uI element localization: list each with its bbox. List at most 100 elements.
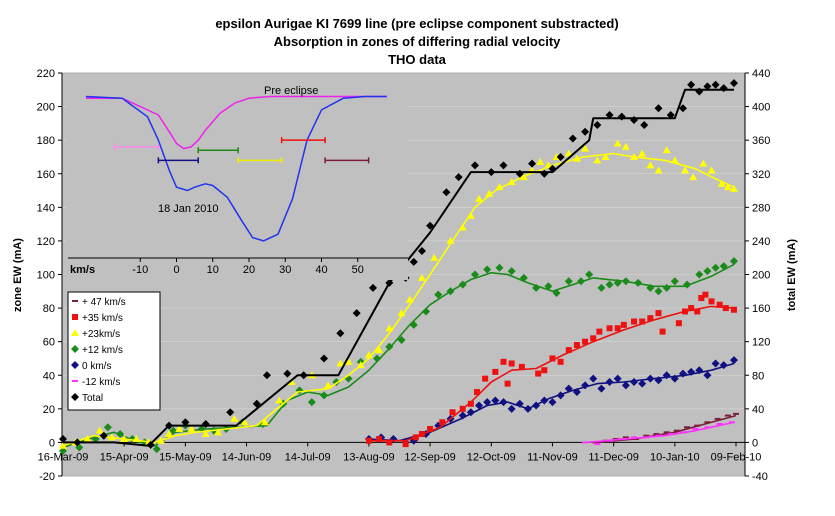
y-tick-label: 160 (37, 169, 55, 181)
data-point (107, 433, 116, 441)
data-point (711, 80, 720, 89)
x-tick-label: 16-Mar-09 (38, 451, 89, 463)
data-point (630, 152, 639, 160)
series-line (62, 263, 735, 449)
data-point (83, 435, 92, 443)
data-point (187, 424, 196, 432)
data-point (670, 277, 679, 286)
x-tick-label: 14-Jul-09 (285, 451, 331, 463)
data-point (620, 321, 627, 328)
data-point (385, 324, 394, 332)
x-tick-label: 09-Feb-10 (711, 451, 762, 463)
data-point (99, 431, 108, 440)
data-point (385, 278, 394, 287)
data-point (454, 173, 463, 182)
x-tick-label: 12-Oct-09 (467, 451, 516, 463)
data-point (487, 168, 496, 177)
data-point (729, 79, 738, 88)
data-point (499, 161, 508, 170)
inset-error-bar (280, 137, 326, 144)
data-point (523, 404, 532, 413)
data-point (507, 404, 516, 413)
legend: + 47 km/s +35 km/s +23km/s +12 km/s 0 km/s -1… (67, 291, 161, 411)
data-point (417, 273, 426, 281)
data-point (532, 283, 541, 292)
legend-marker (71, 393, 79, 401)
y-tick-label: 100 (37, 270, 55, 282)
data-point (655, 310, 662, 317)
data-point (596, 328, 603, 335)
inset-error-bar (114, 143, 160, 150)
y-tick-label: 0 (49, 437, 55, 449)
data-point (593, 121, 602, 130)
data-point (466, 211, 475, 219)
x-tick-label: 14-Jun-09 (222, 451, 272, 463)
data-point (556, 152, 565, 161)
data-point (552, 288, 561, 297)
data-point (320, 354, 329, 363)
data-point (719, 361, 728, 370)
series-2 (59, 139, 738, 449)
data-point (449, 409, 456, 416)
legend-label: Total (82, 393, 103, 404)
data-point (582, 338, 589, 345)
data-point (485, 189, 494, 197)
data-point (683, 280, 692, 289)
data-point (678, 369, 687, 378)
series-layer (59, 79, 739, 455)
data-point (540, 169, 549, 178)
data-point (723, 183, 732, 191)
data-point (654, 166, 663, 174)
legend-item: -12 km/s (72, 377, 120, 388)
inset-x-tick-label: 30 (279, 264, 291, 276)
data-point (597, 283, 606, 292)
data-point (613, 374, 622, 383)
data-point (593, 156, 602, 164)
data-point (614, 325, 621, 332)
data-point (564, 149, 573, 157)
data-point (201, 430, 210, 438)
inset-series-line (85, 95, 387, 242)
data-point (605, 377, 614, 386)
data-point (430, 253, 439, 261)
series-line (62, 152, 735, 447)
data-point (711, 359, 720, 368)
data-point (678, 104, 687, 113)
data-point (500, 358, 507, 365)
y2-tick-label: 360 (752, 135, 770, 147)
data-point (549, 355, 556, 362)
data-point (402, 441, 409, 448)
inset-x-tick-label: 50 (352, 264, 364, 276)
y-axis: -20 0 20 40 60 80 100 120 140 160 180 200 220 (37, 68, 63, 483)
data-point (434, 290, 443, 299)
data-point (548, 398, 557, 407)
data-point (336, 359, 345, 367)
data-point (688, 305, 695, 312)
data-point (397, 335, 406, 344)
y2-tick-label: -40 (752, 471, 768, 483)
data-point (375, 346, 384, 354)
y2-tick-label: 440 (752, 68, 770, 80)
inset-x-tick-label: 40 (315, 264, 327, 276)
legend-item: +35 km/s (72, 313, 123, 324)
data-point (495, 183, 504, 191)
data-point (483, 265, 492, 274)
data-point (695, 87, 704, 96)
data-point (499, 398, 508, 407)
data-point (73, 438, 82, 447)
data-point (515, 169, 524, 178)
data-point (544, 282, 553, 291)
series-line (63, 88, 734, 447)
data-point (226, 408, 235, 417)
data-point (405, 295, 414, 303)
data-point (397, 309, 406, 317)
data-point (59, 435, 67, 444)
data-point (475, 194, 484, 202)
y2-axis: -40 0 40 80 120 160 200 240 280 320 360 400 440 (744, 68, 770, 483)
inset-series-line (85, 95, 387, 150)
data-point (634, 278, 643, 287)
data-point (169, 426, 178, 435)
data-point (482, 375, 489, 382)
data-point (670, 374, 679, 383)
